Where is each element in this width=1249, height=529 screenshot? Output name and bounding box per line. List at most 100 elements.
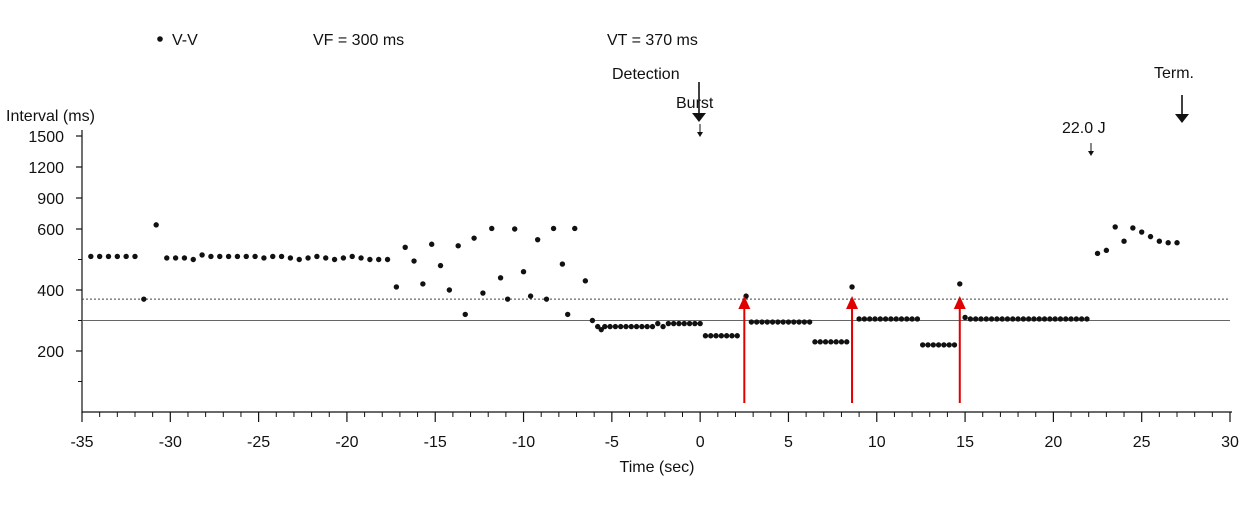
x-tick-label: -10 bbox=[512, 434, 535, 451]
data-point bbox=[559, 261, 566, 267]
therapy-markers bbox=[738, 296, 966, 403]
legend-marker bbox=[157, 36, 163, 42]
data-point bbox=[748, 319, 755, 325]
data-point bbox=[861, 316, 868, 322]
data-point bbox=[512, 226, 518, 232]
data-point bbox=[164, 255, 170, 261]
data-point bbox=[941, 342, 947, 348]
data-point bbox=[504, 296, 511, 302]
data-point bbox=[123, 253, 129, 260]
data-point bbox=[935, 342, 942, 348]
data-point bbox=[791, 319, 797, 325]
data-point bbox=[471, 235, 477, 241]
data-point bbox=[1130, 225, 1136, 231]
data-points bbox=[88, 222, 1180, 348]
vf-zone-label: VF = 300 ms bbox=[313, 32, 404, 49]
data-point bbox=[455, 243, 461, 249]
data-point bbox=[925, 342, 931, 348]
data-point bbox=[243, 253, 249, 260]
data-point bbox=[676, 320, 682, 327]
x-tick-label: 15 bbox=[956, 434, 974, 451]
data-point bbox=[497, 275, 504, 281]
data-point bbox=[340, 255, 347, 261]
data-point bbox=[225, 253, 232, 260]
data-point bbox=[602, 323, 608, 330]
data-point bbox=[806, 319, 813, 325]
data-point bbox=[1138, 229, 1145, 235]
data-point bbox=[1112, 224, 1118, 230]
data-point bbox=[633, 323, 640, 330]
burst-label: Burst bbox=[676, 95, 714, 112]
data-point bbox=[1036, 316, 1042, 322]
data-point bbox=[1174, 240, 1180, 246]
data-point bbox=[649, 323, 656, 330]
data-point bbox=[564, 311, 571, 318]
data-point bbox=[978, 316, 984, 322]
data-point bbox=[914, 316, 921, 322]
data-point bbox=[833, 339, 839, 345]
data-point bbox=[801, 319, 808, 325]
data-point bbox=[114, 253, 121, 260]
data-point bbox=[572, 225, 578, 232]
data-point bbox=[287, 255, 294, 261]
y-axis-ticks: 1500 1200 900 600 400 200 bbox=[28, 129, 82, 382]
data-point bbox=[1165, 240, 1171, 246]
data-point bbox=[919, 342, 926, 348]
data-point bbox=[1103, 247, 1110, 254]
data-point bbox=[697, 320, 703, 327]
data-point bbox=[729, 333, 735, 339]
data-point bbox=[957, 281, 963, 287]
data-point bbox=[550, 225, 557, 232]
data-point bbox=[1073, 316, 1080, 322]
data-point bbox=[849, 284, 855, 290]
data-point bbox=[1078, 316, 1085, 322]
therapy-arrow-head bbox=[846, 296, 859, 309]
x-tick-label: 30 bbox=[1221, 434, 1239, 451]
data-point bbox=[796, 319, 802, 325]
data-point bbox=[817, 339, 823, 345]
data-point bbox=[1015, 316, 1021, 322]
data-point bbox=[867, 316, 873, 322]
x-tick-label: 0 bbox=[696, 434, 705, 451]
data-point bbox=[856, 316, 862, 322]
data-point bbox=[686, 320, 693, 327]
data-point bbox=[217, 253, 223, 260]
data-point bbox=[838, 339, 845, 345]
data-point bbox=[898, 316, 905, 322]
data-point bbox=[877, 316, 884, 322]
termination-arrow-icon bbox=[1175, 95, 1189, 123]
data-point bbox=[983, 316, 989, 322]
legend-label: V-V bbox=[172, 32, 198, 49]
data-point bbox=[999, 316, 1005, 322]
data-point bbox=[420, 281, 426, 287]
data-point bbox=[296, 256, 302, 263]
data-point bbox=[734, 333, 740, 339]
data-point bbox=[462, 311, 468, 318]
data-point bbox=[331, 256, 338, 263]
data-point bbox=[893, 316, 899, 322]
data-point bbox=[1156, 238, 1163, 244]
data-point bbox=[822, 339, 829, 345]
x-tick-label: -15 bbox=[424, 434, 447, 451]
data-point bbox=[644, 323, 650, 330]
data-point bbox=[314, 253, 320, 260]
data-point bbox=[376, 256, 382, 263]
data-point bbox=[888, 316, 894, 322]
data-point bbox=[882, 316, 889, 322]
data-point bbox=[769, 319, 776, 325]
y-axis-title: Interval (ms) bbox=[6, 108, 95, 125]
data-point bbox=[582, 278, 589, 284]
y-tick-label: 600 bbox=[37, 222, 64, 239]
data-point bbox=[428, 241, 435, 247]
vt-zone-label: VT = 370 ms bbox=[607, 32, 698, 49]
y-tick-label: 400 bbox=[37, 283, 64, 300]
data-point bbox=[172, 255, 179, 261]
data-point bbox=[534, 236, 541, 243]
y-tick-label: 1500 bbox=[28, 129, 64, 146]
x-tick-label: -5 bbox=[605, 434, 619, 451]
data-point bbox=[665, 320, 672, 327]
data-point bbox=[305, 255, 311, 261]
data-point bbox=[96, 253, 103, 260]
x-axis-title: Time (sec) bbox=[620, 459, 695, 476]
data-point bbox=[623, 323, 629, 330]
